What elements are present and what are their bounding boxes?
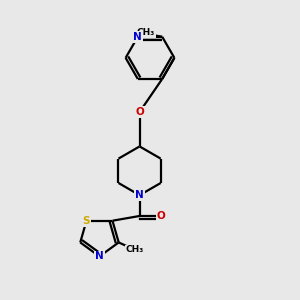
- Text: CH₃: CH₃: [137, 28, 155, 37]
- Text: N: N: [135, 190, 144, 200]
- Text: N: N: [134, 32, 142, 42]
- Text: O: O: [135, 107, 144, 117]
- Text: S: S: [83, 216, 90, 226]
- Text: CH₃: CH₃: [126, 245, 144, 254]
- Text: N: N: [95, 251, 104, 261]
- Text: O: O: [157, 211, 165, 221]
